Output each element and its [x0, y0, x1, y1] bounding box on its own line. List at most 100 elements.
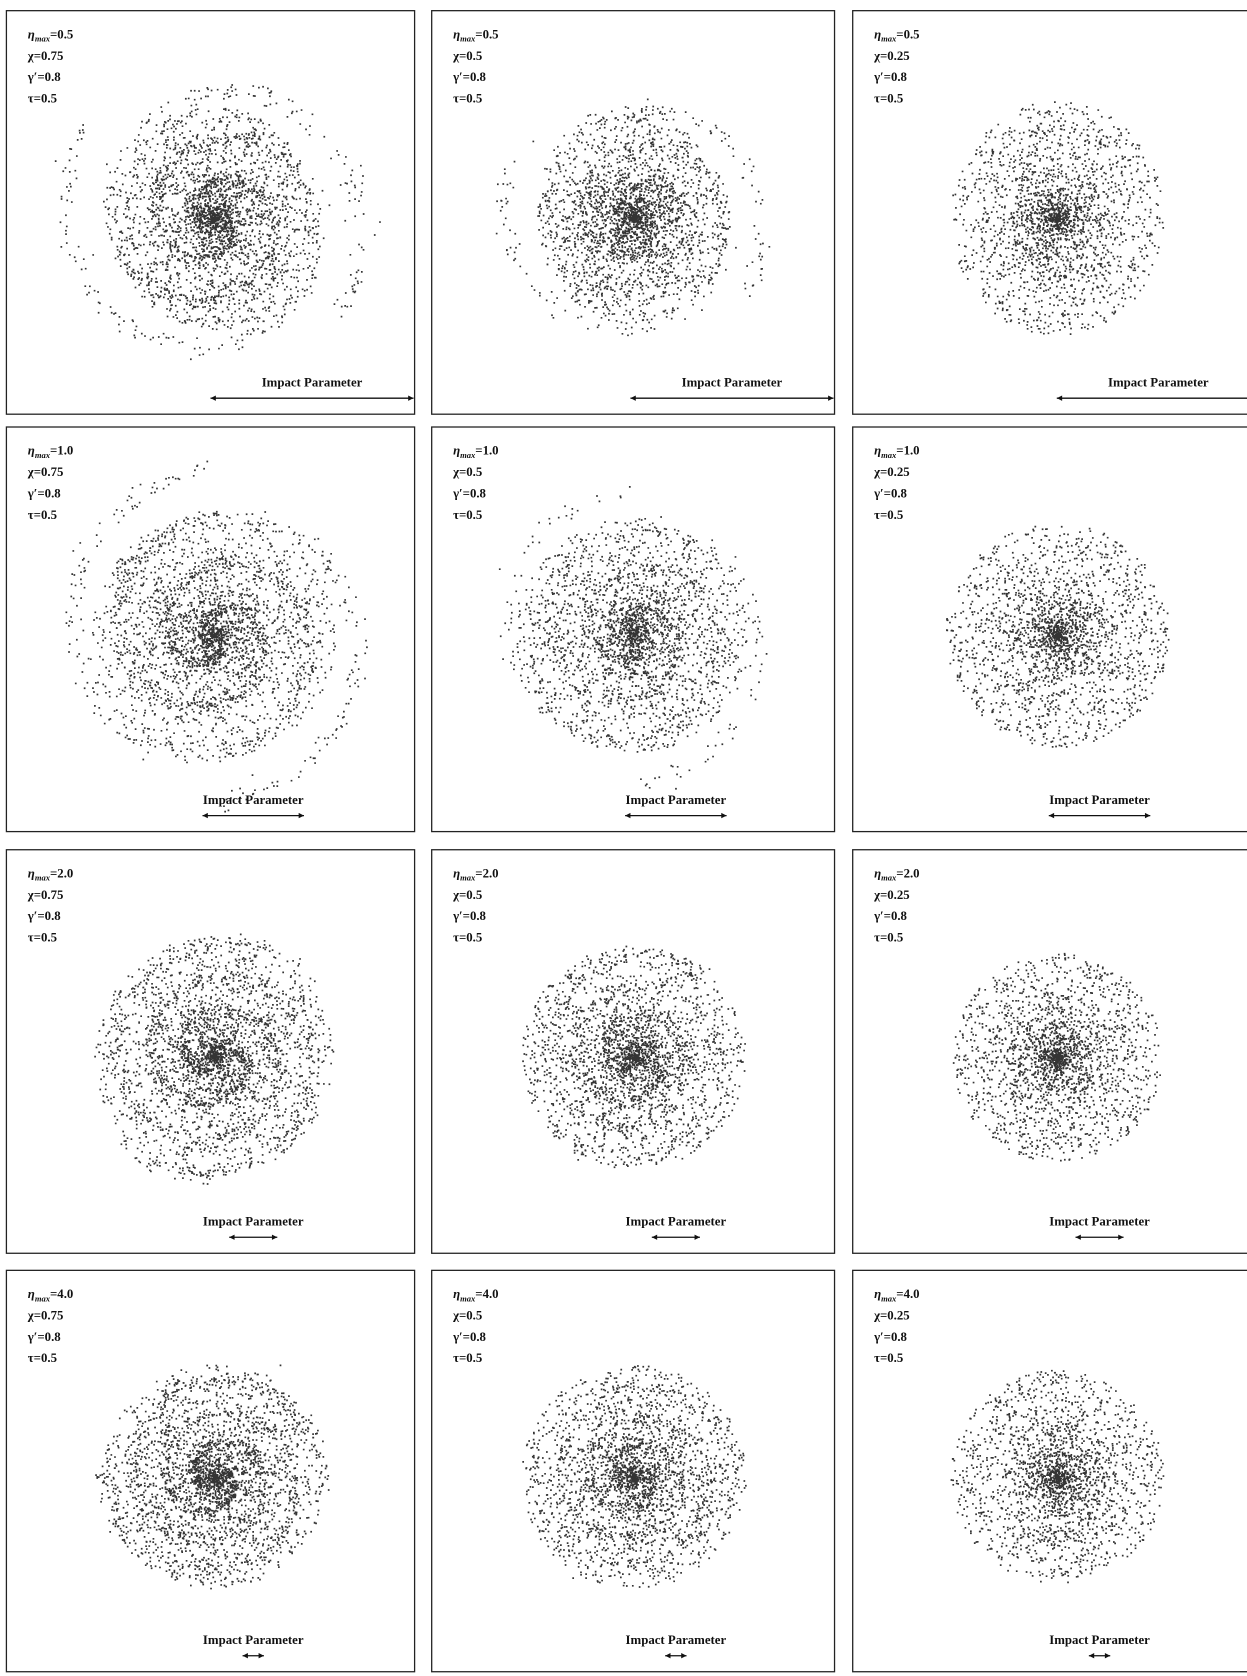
parameter-label: χ=0.75	[27, 1308, 64, 1322]
parameter-label: γ′=0.8	[452, 70, 486, 84]
eta-subscript: max	[460, 450, 476, 460]
figure: ηmax=0.5χ=0.75γ′=0.8τ=0.5Impact Paramete…	[0, 0, 1247, 1676]
parameter-label: τ=0.5	[28, 931, 57, 945]
parameter-label: τ=0.5	[874, 91, 903, 105]
eta-subscript: max	[460, 1293, 476, 1303]
eta-value: =1.0	[50, 444, 73, 458]
parameter-label: χ=0.25	[873, 49, 910, 63]
panel: ηmax=1.0 χ=0.5 γ′=0.8 τ=0.5 Impact Parameter	[432, 427, 835, 832]
parameter-label: χ=0.5	[452, 888, 482, 902]
parameter-label: τ=0.5	[453, 91, 482, 105]
eta-symbol: η	[28, 444, 35, 458]
panel-frame	[853, 11, 1247, 415]
panel: ηmax=2.0 χ=0.5 γ′=0.8 τ=0.5 Impact Parameter	[432, 850, 835, 1254]
eta-symbol: η	[453, 1287, 460, 1301]
axis-label: Impact Parameter	[626, 1215, 727, 1229]
eta-subscript: max	[460, 873, 476, 883]
eta-subscript: max	[881, 873, 897, 883]
particles	[946, 526, 1170, 748]
eta-subscript: max	[35, 34, 51, 44]
parameter-label: γ′=0.8	[873, 486, 907, 500]
particles	[522, 946, 746, 1168]
eta-symbol: η	[453, 444, 460, 458]
eta-symbol: η	[874, 1287, 881, 1301]
panel: ηmax=0.5 χ=0.25 γ′=0.8 τ=0.5 Impact Paramete…	[853, 11, 1247, 415]
eta-label: ηmax=1.0	[28, 444, 74, 460]
eta-label: ηmax=4.0	[28, 1287, 74, 1303]
panel: ηmax=1.0χ=0.75γ′=0.8τ=0.5Impact Paramete…	[6, 427, 414, 832]
particles	[94, 934, 334, 1185]
parameter-label: γ′=0.8	[27, 70, 61, 84]
axis-label: Impact Parameter	[262, 375, 363, 389]
panel-frame	[853, 1270, 1247, 1671]
axis-label: Impact Parameter	[626, 793, 727, 807]
eta-value: =1.0	[896, 444, 919, 458]
eta-symbol: η	[453, 867, 460, 881]
parameter-label: τ=0.5	[453, 1351, 482, 1365]
particles	[952, 101, 1164, 335]
eta-subscript: max	[881, 34, 897, 44]
parameter-label: χ=0.5	[452, 1308, 482, 1322]
particles	[953, 953, 1161, 1162]
eta-label: ηmax=4.0	[453, 1287, 499, 1303]
particles	[499, 486, 768, 790]
particles	[66, 461, 368, 813]
panel: ηmax=4.0 χ=0.5 γ′=0.8 τ=0.5 Impact Parameter	[432, 1270, 835, 1671]
particles	[951, 1370, 1165, 1583]
axis-label: Impact Parameter	[626, 1633, 727, 1647]
eta-value: =0.5	[896, 27, 919, 41]
eta-subscript: max	[460, 34, 476, 44]
eta-label: ηmax=1.0	[453, 444, 499, 460]
parameter-label: γ′=0.8	[873, 70, 907, 84]
eta-value: =1.0	[475, 444, 498, 458]
parameter-label: τ=0.5	[874, 1351, 903, 1365]
parameter-label: γ′=0.8	[873, 909, 907, 923]
parameter-label: χ=0.75	[27, 465, 64, 479]
parameter-label: γ′=0.8	[452, 909, 486, 923]
axis-label: Impact Parameter	[682, 375, 783, 389]
eta-value: =4.0	[475, 1287, 498, 1301]
parameter-label: χ=0.75	[27, 888, 64, 902]
eta-symbol: η	[28, 867, 35, 881]
eta-symbol: η	[874, 444, 881, 458]
axis-label: Impact Parameter	[1108, 375, 1209, 389]
parameter-label: γ′=0.8	[452, 486, 486, 500]
parameter-label: χ=0.25	[873, 1308, 910, 1322]
parameter-label: γ′=0.8	[27, 909, 61, 923]
parameter-label: τ=0.5	[28, 508, 57, 522]
eta-symbol: η	[453, 27, 460, 41]
parameter-label: χ=0.25	[873, 465, 910, 479]
eta-symbol: η	[874, 867, 881, 881]
eta-label: ηmax=4.0	[874, 1287, 920, 1303]
eta-label: ηmax=0.5	[874, 27, 920, 43]
eta-label: ηmax=0.5	[28, 27, 74, 43]
parameter-label: τ=0.5	[453, 508, 482, 522]
parameter-label: τ=0.5	[28, 91, 57, 105]
parameter-label: γ′=0.8	[27, 1330, 61, 1344]
particles	[95, 1364, 329, 1589]
particles	[55, 84, 381, 360]
axis-label: Impact Parameter	[203, 1215, 304, 1229]
parameter-label: χ=0.25	[873, 888, 910, 902]
page: ηmax=0.5χ=0.75γ′=0.8τ=0.5Impact Paramete…	[0, 0, 1247, 1676]
eta-symbol: η	[28, 1287, 35, 1301]
particles	[522, 1365, 746, 1588]
eta-symbol: η	[28, 27, 35, 41]
eta-symbol: η	[874, 27, 881, 41]
parameter-label: χ=0.5	[452, 465, 482, 479]
parameter-label: τ=0.5	[453, 931, 482, 945]
axis-label: Impact Parameter	[203, 1633, 304, 1647]
eta-label: ηmax=0.5	[453, 27, 499, 43]
eta-label: ηmax=2.0	[453, 867, 499, 883]
parameter-label: γ′=0.8	[27, 486, 61, 500]
eta-subscript: max	[35, 1293, 51, 1303]
eta-subscript: max	[881, 1293, 897, 1303]
parameter-label: γ′=0.8	[452, 1330, 486, 1344]
eta-value: =0.5	[50, 27, 73, 41]
eta-value: =0.5	[475, 27, 498, 41]
parameter-label: γ′=0.8	[873, 1330, 907, 1344]
